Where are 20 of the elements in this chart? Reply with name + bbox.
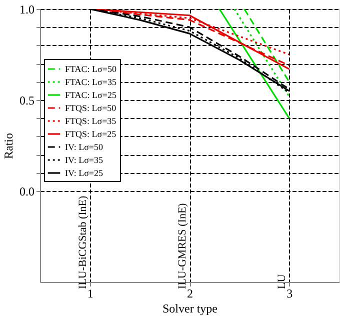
annotation: ILU-GMRES (InE) (176, 202, 188, 289)
x-tick-label: 1 (87, 286, 94, 300)
y-tick-label: 0.5 (20, 94, 34, 108)
legend-label: IV: Lσ=25 (65, 168, 104, 178)
legend-label: FTQS: Lσ=50 (65, 103, 117, 113)
legend-label: FTQS: Lσ=35 (65, 116, 117, 126)
legend-label: FTAC: Lσ=25 (65, 90, 117, 100)
annotation: LU (276, 274, 288, 289)
legend-label: FTQS: Lσ=25 (65, 129, 117, 139)
x-tick-label: 2 (187, 286, 193, 300)
x-axis-title: Solver type (162, 302, 218, 316)
y-axis-title: Ratio (2, 133, 16, 159)
legend-label: IV: Lσ=35 (65, 155, 104, 165)
y-tick-label: 1.0 (20, 2, 34, 16)
x-tick-label: 3 (286, 286, 293, 300)
legend-label: IV: Lσ=50 (65, 142, 104, 152)
legend-label: FTAC: Lσ=50 (65, 64, 117, 74)
legend-label: FTAC: Lσ=35 (65, 77, 117, 87)
y-tick-label: 0.0 (20, 184, 34, 198)
annotation: ILU-BiCGStab (InE) (76, 195, 89, 289)
